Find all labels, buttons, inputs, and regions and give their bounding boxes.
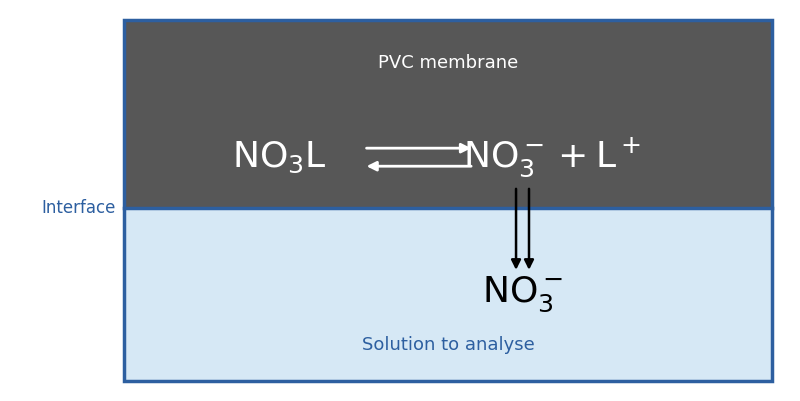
Text: Interface: Interface bbox=[42, 199, 116, 217]
Text: $\mathregular{NO_3L}$: $\mathregular{NO_3L}$ bbox=[232, 140, 327, 175]
Text: Solution to analyse: Solution to analyse bbox=[362, 336, 534, 354]
Text: $\mathregular{NO_3^-}$: $\mathregular{NO_3^-}$ bbox=[482, 275, 563, 314]
Bar bbox=[124, 20, 772, 208]
Bar bbox=[124, 20, 772, 381]
Bar bbox=[124, 208, 772, 381]
Text: $\mathregular{NO_3^- + L^+}$: $\mathregular{NO_3^- + L^+}$ bbox=[462, 135, 641, 179]
Text: PVC membrane: PVC membrane bbox=[378, 55, 518, 72]
